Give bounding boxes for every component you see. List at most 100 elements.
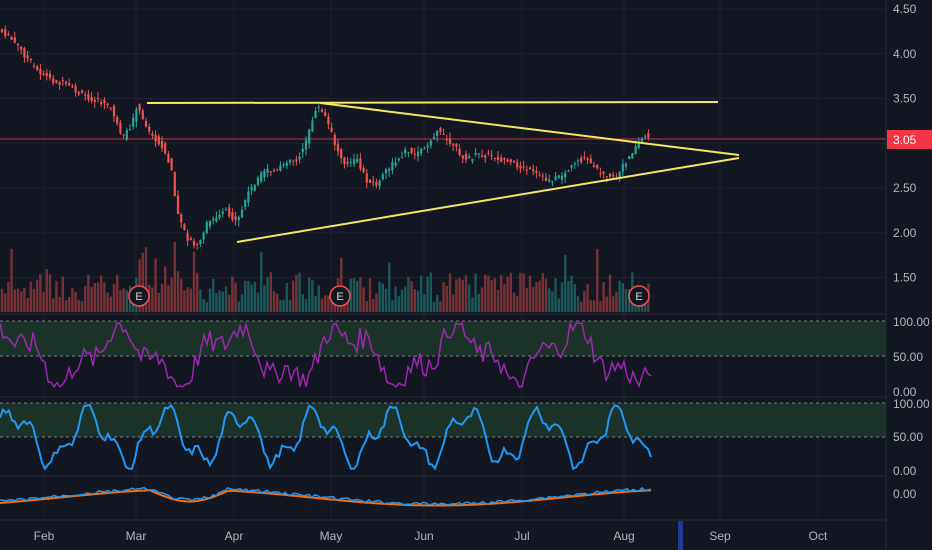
candle-body xyxy=(480,155,484,157)
candle-body xyxy=(544,177,548,181)
price-tick-label: 2.00 xyxy=(893,226,917,240)
candle-body xyxy=(400,157,404,159)
volume-bar xyxy=(68,297,71,312)
price-gridlines xyxy=(0,8,886,278)
volume-bar xyxy=(484,274,487,312)
earnings-marker[interactable] xyxy=(329,285,351,307)
candle-body xyxy=(420,148,423,154)
volume-bar xyxy=(583,290,586,312)
volume-bar xyxy=(109,296,112,312)
earnings-marker[interactable] xyxy=(128,285,150,307)
volume-bar xyxy=(96,282,100,312)
volume-bar xyxy=(304,299,308,312)
candle-body xyxy=(525,169,528,171)
rsi-axis[interactable]: 100.00 50.00 0.00 xyxy=(893,315,930,399)
volume-bar xyxy=(359,277,362,312)
candle-body xyxy=(516,162,519,168)
candle-body xyxy=(391,162,394,171)
volume-bar xyxy=(589,300,592,312)
volume-bar xyxy=(423,294,426,312)
candle-body xyxy=(509,159,512,163)
trendline[interactable] xyxy=(319,102,740,156)
volume-bar xyxy=(554,278,557,312)
volume-bar xyxy=(576,296,580,312)
current-price-badge: 3.05 xyxy=(887,130,932,149)
candle-body xyxy=(58,82,61,85)
candle-body xyxy=(314,111,317,119)
volume-bar xyxy=(42,292,45,312)
candle-body xyxy=(378,180,381,187)
volume-bar xyxy=(215,292,218,312)
trendline[interactable] xyxy=(146,101,719,104)
candle-body xyxy=(532,169,535,172)
candle-body xyxy=(445,139,448,141)
candle-body xyxy=(212,218,215,221)
candle-body xyxy=(253,185,256,191)
candle-body xyxy=(36,66,39,70)
time-axis[interactable]: Feb Mar Apr May Jun Jul Aug Sep Oct xyxy=(34,529,828,543)
macd-axis[interactable]: 0.00 xyxy=(893,487,917,501)
volume-bar xyxy=(160,283,164,312)
volume-bar xyxy=(327,295,330,312)
rsi-pane[interactable] xyxy=(0,320,886,389)
trendline[interactable] xyxy=(236,157,740,243)
volume-bar xyxy=(119,289,122,312)
volume-bar xyxy=(186,286,189,312)
volume-bar xyxy=(618,280,621,312)
volume-bar xyxy=(570,275,573,312)
volume-bar xyxy=(77,299,80,312)
volume-bar xyxy=(455,279,458,312)
volume-bar xyxy=(394,286,397,312)
volume-bar xyxy=(468,284,471,312)
candle-body xyxy=(48,73,52,78)
volume-bar xyxy=(208,288,212,312)
candle-body xyxy=(13,37,16,43)
trendlines[interactable] xyxy=(146,101,740,243)
volume-bar xyxy=(436,294,439,312)
stochastic-axis[interactable]: 100.00 50.00 0.00 xyxy=(893,397,930,478)
macd-line xyxy=(0,486,652,506)
candle-body xyxy=(125,130,128,140)
candle-body xyxy=(276,169,279,171)
volume-bar xyxy=(551,291,554,312)
candle-body xyxy=(157,136,160,145)
candle-body xyxy=(122,134,125,136)
volume-bar xyxy=(32,288,36,312)
candle-body xyxy=(512,160,516,163)
candle-body xyxy=(215,217,218,222)
candle-body xyxy=(135,109,138,122)
volume-bar xyxy=(605,296,608,312)
candle-body xyxy=(272,170,276,172)
candle-body xyxy=(151,133,154,136)
volume-bar xyxy=(535,282,538,312)
candle-body xyxy=(580,157,583,163)
volume-bar xyxy=(244,280,247,312)
candle-body xyxy=(468,156,471,159)
volume-bar xyxy=(288,300,292,312)
stochastic-pane[interactable] xyxy=(0,402,886,471)
candle-body xyxy=(327,116,330,125)
candle-body xyxy=(186,232,189,241)
candle-body xyxy=(365,173,368,183)
earnings-marker[interactable] xyxy=(628,285,650,307)
candle-body xyxy=(295,159,298,161)
price-tick-label: 1.50 xyxy=(893,271,917,285)
candle-body xyxy=(583,157,586,159)
volume-bar xyxy=(410,281,413,312)
candle-body xyxy=(349,161,352,163)
volume-bar xyxy=(528,275,532,312)
candle-body xyxy=(64,82,68,84)
candle-body xyxy=(29,58,32,61)
volume-bar xyxy=(87,274,90,312)
volume-bar xyxy=(317,285,320,312)
candle-body xyxy=(426,145,429,148)
volume-bar xyxy=(592,300,596,312)
macd-pane[interactable] xyxy=(0,486,652,507)
candle-body xyxy=(474,152,477,155)
volume-bar xyxy=(560,282,564,312)
volume-bar xyxy=(189,288,192,312)
candle-body xyxy=(244,199,247,207)
